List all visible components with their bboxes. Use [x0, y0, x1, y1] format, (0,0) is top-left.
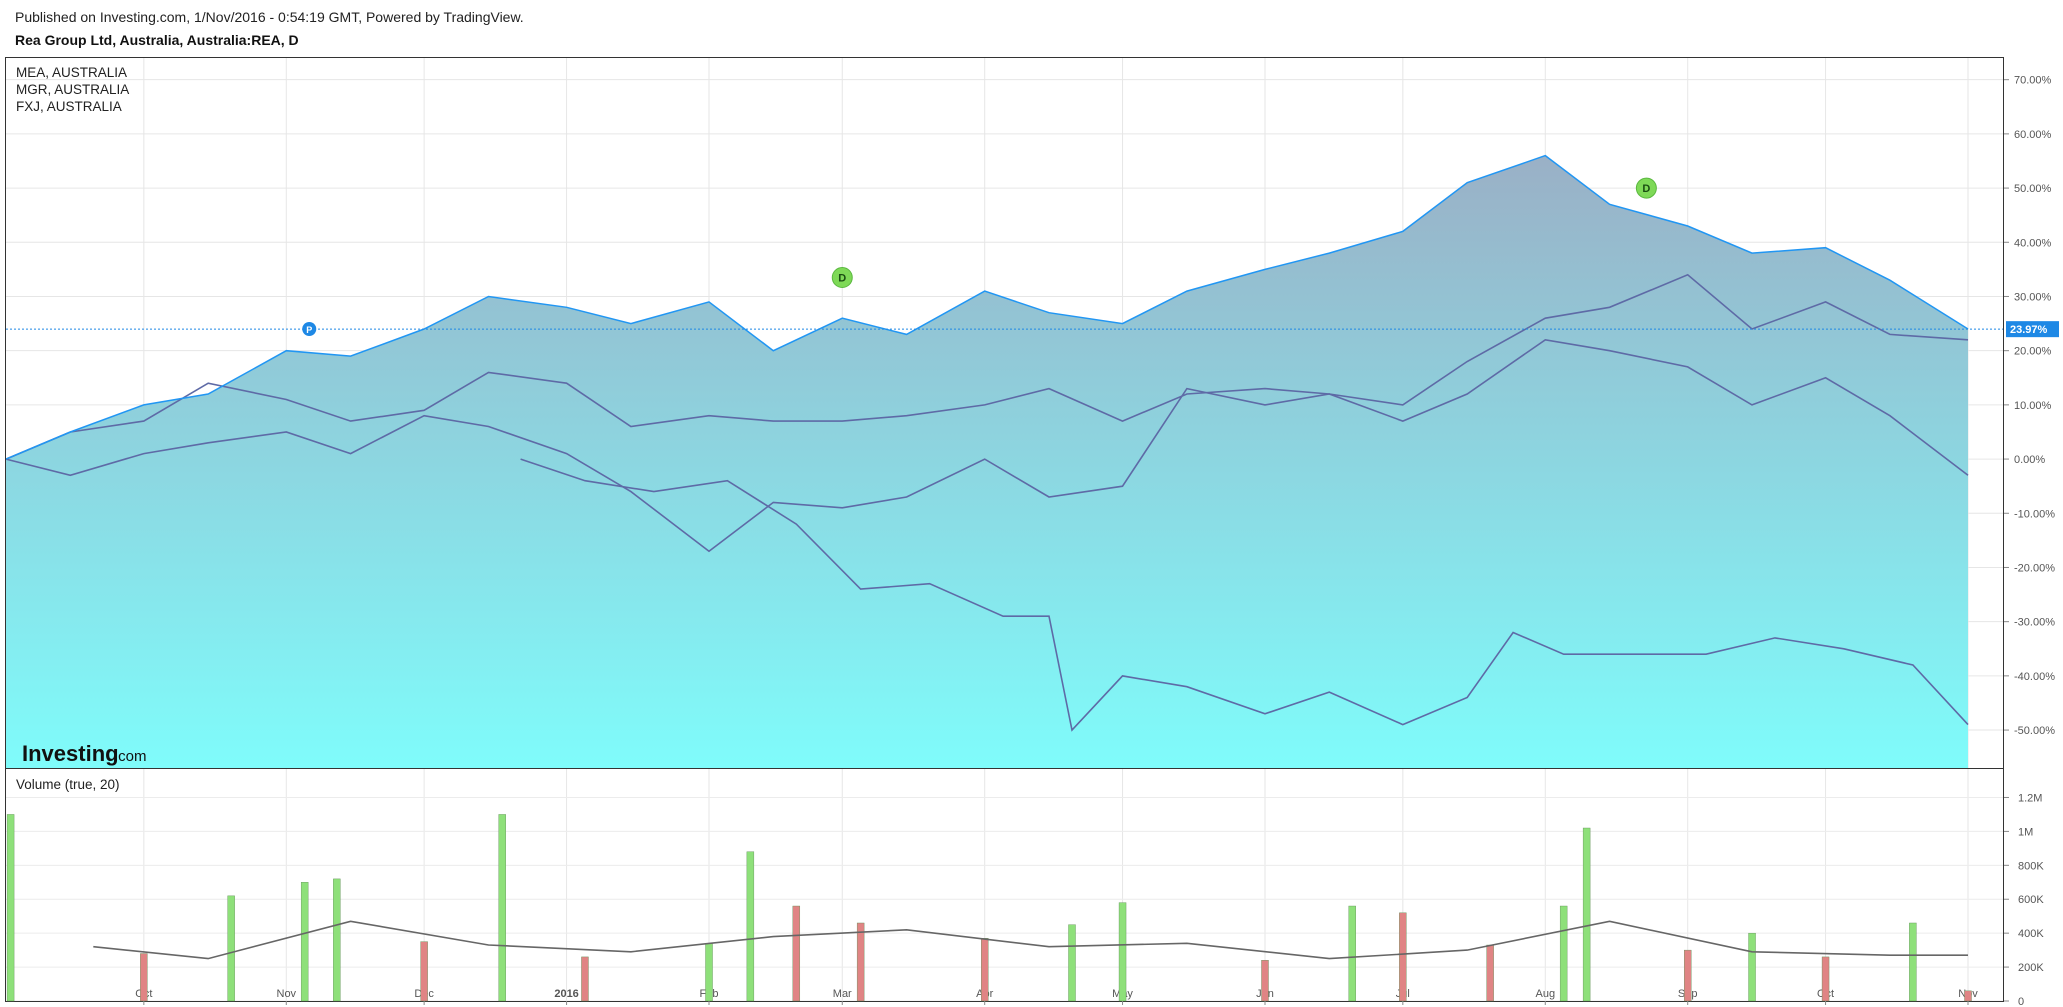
volume-bar	[746, 851, 755, 1002]
x-tick-label: Mar	[833, 988, 852, 1000]
legend-entry: MGR, AUSTRALIA	[16, 82, 129, 97]
volume-tick-label: 1M	[2018, 826, 2033, 838]
y-tick-label: -40.00%	[2014, 671, 2055, 683]
marker-label: D	[1642, 183, 1650, 195]
volume-tick-label: 800K	[2018, 860, 2044, 872]
event-markers: P D D	[302, 177, 1657, 336]
volume-bar	[1486, 944, 1494, 1002]
volume-bar	[300, 882, 309, 1002]
investing-logo-suffix: .com	[114, 748, 147, 765]
chart-symbol-title: Rea Group Ltd, Australia, Australia:REA,…	[15, 32, 299, 48]
volume-tick-label: 600K	[2018, 894, 2044, 906]
legend-entry: FXJ, AUSTRALIA	[16, 99, 122, 114]
volume-moving-average	[93, 920, 1968, 960]
volume-bar	[1261, 960, 1269, 1002]
volume-bars	[6, 814, 1972, 1002]
x-tick-label: Aug	[1535, 988, 1555, 1000]
y-tick-label: -20.00%	[2014, 562, 2055, 574]
volume-tick-label: 1.2M	[2018, 792, 2042, 804]
volume-pane-border	[5, 768, 2004, 1002]
y-tick-label: -10.00%	[2014, 508, 2055, 520]
volume-bar	[981, 938, 989, 1002]
volume-bar	[1748, 932, 1756, 1002]
volume-bar	[856, 922, 865, 1002]
y-tick-label: 30.00%	[2014, 291, 2052, 303]
comparison-line-3	[520, 458, 1969, 732]
y-tick-label: 60.00%	[2014, 129, 2052, 141]
volume-bar	[420, 941, 428, 1002]
volume-bar	[1068, 924, 1076, 1002]
volume-tick-label: 0	[2018, 996, 2024, 1007]
last-value-badge-label: 23.97%	[2010, 324, 2048, 336]
volume-tick-label: 400K	[2018, 928, 2044, 940]
x-tick-label: 2016	[554, 988, 578, 1000]
volume-bar	[705, 943, 713, 1002]
volume-bar	[1821, 956, 1830, 1002]
rea-area-fill	[6, 155, 1968, 769]
volume-axis: 1.2M 1M 800K 600K 400K 200K 0	[2004, 792, 2044, 1007]
time-axis: OctNovDec2016FebMarAprMayJunJulAugSepOct…	[135, 988, 1978, 1005]
rea-price-line	[5, 154, 1969, 460]
price-axis: 70.00% 60.00% 50.00% 40.00% 30.00% 20.00% 10.0…	[2004, 75, 2055, 737]
legend-entry: MEA, AUSTRALIA	[16, 65, 127, 80]
volume-bar	[333, 878, 341, 1002]
volume-indicator-title: Volume (true, 20)	[16, 777, 120, 792]
marker-label: P	[306, 325, 312, 335]
volume-bar	[1118, 902, 1127, 1002]
volume-bar	[1909, 922, 1917, 1002]
last-value-badge-bg	[2006, 321, 2059, 338]
y-tick-label: 0.00%	[2014, 454, 2045, 466]
volume-bar	[498, 814, 506, 1002]
y-tick-label: 50.00%	[2014, 183, 2052, 195]
volume-bar	[1399, 912, 1407, 1002]
y-tick-label: -30.00%	[2014, 617, 2055, 629]
y-tick-label: 20.00%	[2014, 346, 2052, 358]
comparison-line-1	[5, 273, 1969, 460]
investing-logo: Investing	[22, 741, 119, 766]
volume-bar	[1582, 827, 1591, 1002]
dividend-marker	[1635, 177, 1657, 199]
comparison-line-2	[5, 338, 1969, 553]
volume-bar	[1348, 905, 1356, 1002]
volume-bar	[6, 814, 15, 1002]
y-tick-label: 10.00%	[2014, 400, 2052, 412]
dividend-marker	[831, 267, 853, 289]
last-value-badge: 23.97%	[2006, 321, 2059, 338]
volume-bar	[227, 895, 235, 1002]
volume-bar	[792, 905, 801, 1002]
y-tick-label: -50.00%	[2014, 725, 2055, 737]
comparison-legend: MEA, AUSTRALIA MGR, AUSTRALIA FXJ, AUSTRAL…	[16, 65, 129, 114]
y-tick-label: 70.00%	[2014, 75, 2052, 87]
y-tick-label: 40.00%	[2014, 237, 2052, 249]
volume-bar	[581, 956, 589, 1002]
volume-bar	[1559, 905, 1568, 1002]
volume-bar	[1684, 949, 1692, 1002]
split-marker	[302, 321, 317, 336]
volume-tick-label: 200K	[2018, 962, 2044, 974]
published-caption: Published on Investing.com, 1/Nov/2016 -…	[15, 9, 524, 25]
x-tick-label: Nov	[277, 988, 297, 1000]
volume-bar	[140, 953, 148, 1002]
marker-label: D	[838, 273, 846, 285]
comparison-lines	[5, 273, 1969, 732]
volume-bar	[1964, 990, 1972, 1002]
